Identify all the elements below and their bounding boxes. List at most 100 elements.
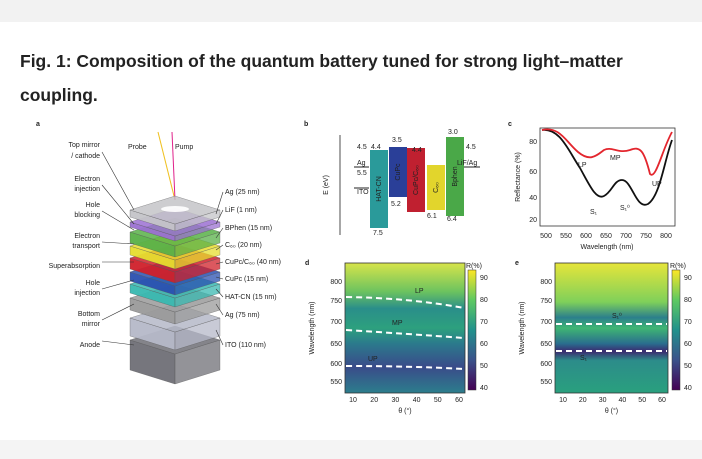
tick-label: 60	[684, 341, 692, 348]
label: LiF/Ag	[457, 160, 477, 167]
tick-label: 50	[684, 363, 692, 370]
illustration	[101, 127, 681, 394]
label: 5.2	[391, 201, 401, 208]
label: 6.1	[427, 213, 437, 220]
tick-label: 650	[330, 341, 342, 348]
label: MP	[610, 155, 621, 162]
tick-label: 800	[330, 279, 342, 286]
label: transport	[72, 243, 100, 250]
leader	[215, 288, 224, 298]
tick-label: 50	[480, 363, 488, 370]
label: R(%)	[466, 263, 482, 270]
energy-bar	[427, 165, 445, 210]
plot-frame	[554, 262, 669, 394]
tick-label: 20	[579, 397, 587, 404]
tick-label: 60	[480, 341, 488, 348]
tick-label: 750	[540, 298, 552, 305]
label: LP	[578, 162, 587, 169]
panel-label: a	[36, 121, 40, 128]
label: S₁⁰	[620, 204, 630, 212]
label: Pump	[175, 144, 193, 151]
label: C₆₀	[433, 182, 440, 193]
label: S₁	[590, 209, 598, 216]
tick-label: 750	[330, 298, 342, 305]
label: θ (°)	[605, 407, 618, 415]
label: S₁⁰	[612, 312, 622, 320]
tick-label: 60	[455, 397, 463, 404]
leader	[101, 279, 135, 290]
tick-label: 40	[480, 385, 488, 392]
leader	[101, 303, 135, 321]
panel-label: c	[508, 121, 512, 128]
label: Bottom	[78, 311, 100, 318]
colorbar	[467, 269, 477, 391]
tick-label: 50	[434, 397, 442, 404]
top-band	[0, 0, 702, 22]
label: UP	[368, 356, 378, 363]
tick-label: 30	[599, 397, 607, 404]
tick-label: 750	[640, 233, 652, 240]
tick-label: 70	[480, 319, 488, 326]
tick-label: 40	[413, 397, 421, 404]
tick-label: 20	[370, 397, 378, 404]
label: 7.5	[373, 230, 383, 237]
label: Hole	[86, 202, 101, 209]
tick-label: 550	[540, 379, 552, 386]
label: Hole	[86, 280, 101, 287]
label: CuPc/C₆₀ (40 nm)	[225, 259, 281, 266]
label: Wavelength (nm)	[519, 301, 526, 354]
tick-label: 80	[529, 139, 537, 146]
curve-red	[541, 128, 673, 176]
label: blocking	[74, 212, 100, 219]
leader	[215, 329, 224, 346]
label: 5.5	[357, 170, 367, 177]
energy-bar	[370, 150, 388, 228]
tick-label: 60	[658, 397, 666, 404]
label: CuPc	[395, 163, 402, 181]
label: C₆₀ (20 nm)	[225, 242, 262, 249]
leader	[215, 209, 224, 225]
tick-label: 650	[600, 233, 612, 240]
dashed-line	[345, 329, 465, 339]
leader	[101, 210, 135, 231]
label: Top mirror	[68, 142, 100, 149]
tick-label: 650	[540, 341, 552, 348]
label: 3.5	[392, 137, 402, 144]
label: 6.4	[447, 216, 457, 223]
tick-label: 800	[660, 233, 672, 240]
label: / cathode	[71, 153, 100, 160]
label: CuPc/C₆₀	[413, 165, 420, 195]
probe-beam	[157, 131, 176, 201]
label: injection	[74, 186, 100, 193]
energy-bar	[446, 137, 464, 216]
tick-label: 40	[529, 195, 537, 202]
label: HAT-CN (15 nm)	[225, 294, 277, 301]
tick-label: 700	[620, 233, 632, 240]
heatmap	[345, 263, 465, 393]
label: Ag (25 nm)	[225, 189, 260, 196]
tick-label: 600	[330, 361, 342, 368]
tick-label: 90	[480, 275, 488, 282]
label: E (eV)	[323, 175, 330, 195]
tick-label: 550	[560, 233, 572, 240]
label: Superabsorption	[49, 263, 100, 270]
colorbar	[671, 269, 681, 391]
tick-label: 600	[580, 233, 592, 240]
label: 4.4	[412, 147, 422, 154]
plot-frame	[344, 262, 466, 394]
label: BPhen (15 nm)	[225, 225, 272, 232]
label: Electron	[74, 176, 100, 183]
figure: a Probe Pump Top mirror / cathode Electron inj…	[36, 121, 692, 415]
heatmap	[555, 263, 668, 393]
tick-label: 700	[330, 319, 342, 326]
label: 4.4	[371, 144, 381, 151]
panel-label: b	[304, 121, 308, 128]
tick-label: 500	[540, 233, 552, 240]
tick-label: 800	[540, 279, 552, 286]
label: Ag	[357, 160, 366, 167]
label: CuPc (15 nm)	[225, 276, 268, 283]
label: ITO	[357, 189, 369, 196]
label: S₁	[580, 355, 588, 362]
leader	[101, 184, 135, 225]
label: ITO (110 nm)	[225, 342, 266, 349]
